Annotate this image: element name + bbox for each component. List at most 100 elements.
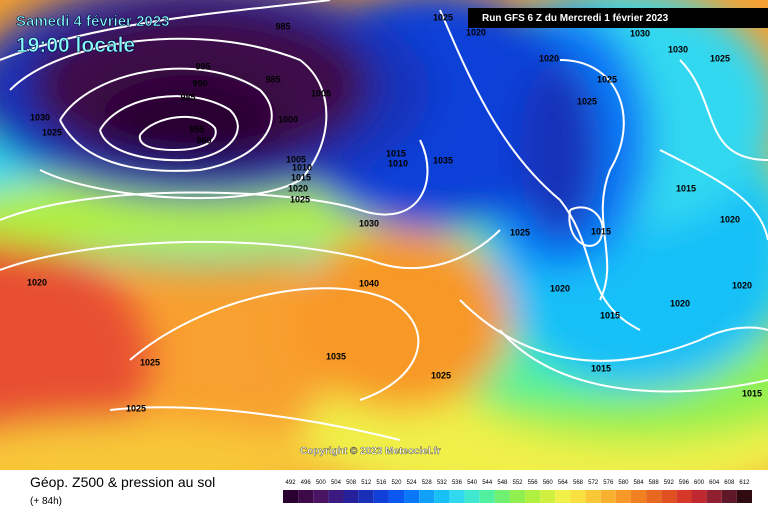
isobar-label: 1025 [510,227,530,237]
isobar-label: 1020 [288,183,308,193]
legend-swatch [358,490,374,503]
legend-label: 532 [437,480,448,486]
legend-swatch [691,490,707,503]
run-info: Run GFS 6 Z du Mercredi 1 février 2023 [482,13,669,24]
isobar-label: 1025 [597,74,617,84]
legend-swatch [449,490,465,503]
isobar-label: 1005 [286,154,306,164]
legend-swatch [600,490,616,503]
legend-swatch [585,490,601,503]
isobar-label: 1035 [433,155,453,165]
legend-label: 584 [634,480,645,486]
isobar-label: 1000 [278,114,298,124]
legend-label: 504 [331,480,342,486]
isobar-label: 1020 [720,214,740,224]
footer-title: Géop. Z500 & pression au sol [30,474,215,490]
isobar-label: 1030 [359,218,379,228]
isobar-labels: 1025 1020 1030 1030 1025 1020 1025 1025 1030 1025… [27,12,762,413]
legend-label: 588 [649,480,660,486]
legend-swatch [298,490,314,503]
isobar-label: 1030 [630,28,650,38]
legend-label: 540 [467,480,478,486]
isobar-label: 985 [180,92,195,102]
legend-label: 612 [739,480,750,486]
footer-subtitle: (+ 84h) [30,496,62,507]
legend-label: 544 [482,480,493,486]
legend-label: 564 [558,480,569,486]
legend-label: 528 [422,480,433,486]
isobar-label: 1015 [291,172,311,182]
isobar-label: 1015 [591,363,611,373]
isobar-label: 995 [195,61,210,71]
isobar-label: 1025 [431,370,451,380]
legend-swatch [373,490,389,503]
isobar-label: 1025 [140,357,160,367]
legend-swatch [646,490,662,503]
legend-label: 568 [573,480,584,486]
legend-label: 556 [528,480,539,486]
isobar-label: 1040 [359,278,379,288]
legend-swatch [328,490,344,503]
isobar-label: 1025 [577,96,597,106]
isobar-label: 1015 [386,148,406,158]
isobar-label: 1020 [27,277,47,287]
legend-swatch [313,490,329,503]
legend-swatch [676,490,692,503]
legend-swatch [434,490,450,503]
legend-swatch [388,490,405,503]
isobar-label: 1030 [30,112,50,122]
legend-swatch [615,490,631,503]
legend-swatch [555,490,571,503]
isobar-label: 985 [275,21,290,31]
isobar-label: 1025 [42,127,62,137]
legend-swatch [343,490,359,503]
legend-label: 592 [664,480,675,486]
legend-label: 548 [497,480,508,486]
isobar-label: 1025 [433,12,453,22]
isobar-label: 1020 [732,280,752,290]
legend-swatch [525,490,541,503]
legend-swatch [419,490,435,503]
isobar-label: 1005 [311,88,331,98]
legend-swatch [494,490,510,503]
date: Samedi 4 février 2023 [16,13,169,30]
legend-swatch [283,490,299,503]
legend-swatch [509,490,526,503]
isobar-label: 1025 [126,403,146,413]
legend-label: 572 [588,480,599,486]
legend-label: 552 [512,480,523,486]
legend-label: 560 [543,480,554,486]
isobar-label: 1015 [676,183,696,193]
legend-swatch [630,490,647,503]
legend-label: 516 [376,480,387,486]
legend-label: 520 [391,480,402,486]
legend-swatch [479,490,495,503]
isobar-label: 990 [192,78,207,88]
legend-swatch [721,490,737,503]
isobar-label: 1010 [292,162,312,172]
isobar-label: 1020 [466,27,486,37]
isobar-label: 1025 [710,53,730,63]
legend-label: 536 [452,480,463,486]
isobar-label: 985 [265,74,280,84]
copyright: Copyright © 2023 Meteociel.fr [300,446,441,457]
legend-label: 492 [286,480,297,486]
isobar-label: 1030 [668,44,688,54]
isobar-label: 955 [189,124,204,134]
isobar-label: 1010 [388,158,408,168]
legend-label: 496 [301,480,312,486]
local-time: 19:00 locale [16,34,135,57]
isobar-label: 1020 [550,283,570,293]
legend-swatch [464,490,480,503]
isobar-label: 1015 [742,388,762,398]
legend-label: 576 [603,480,614,486]
legend-label: 580 [618,480,629,486]
legend-label: 512 [361,480,372,486]
legend-swatch [570,490,586,503]
legend-label: 608 [724,480,735,486]
isobar-label: 1015 [600,310,620,320]
legend-swatch [404,490,420,503]
isobar-label: 1035 [326,351,346,361]
